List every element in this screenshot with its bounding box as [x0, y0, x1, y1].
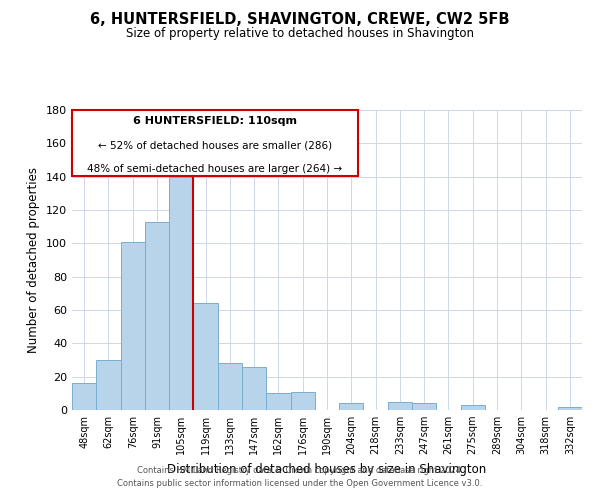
Bar: [388, 402, 412, 410]
Bar: [169, 176, 193, 410]
Bar: [242, 366, 266, 410]
Text: ← 52% of detached houses are smaller (286): ← 52% of detached houses are smaller (28…: [98, 140, 332, 150]
Text: Contains HM Land Registry data © Crown copyright and database right 2024.
Contai: Contains HM Land Registry data © Crown c…: [118, 466, 482, 487]
Bar: [121, 242, 145, 410]
Text: 6 HUNTERSFIELD: 110sqm: 6 HUNTERSFIELD: 110sqm: [133, 116, 297, 126]
Bar: [461, 405, 485, 410]
Bar: [290, 392, 315, 410]
Bar: [193, 304, 218, 410]
X-axis label: Distribution of detached houses by size in Shavington: Distribution of detached houses by size …: [167, 462, 487, 475]
Text: Size of property relative to detached houses in Shavington: Size of property relative to detached ho…: [126, 28, 474, 40]
Bar: [218, 364, 242, 410]
Bar: [339, 404, 364, 410]
Bar: [96, 360, 121, 410]
Text: 48% of semi-detached houses are larger (264) →: 48% of semi-detached houses are larger (…: [87, 164, 343, 174]
Bar: [145, 222, 169, 410]
Text: 6, HUNTERSFIELD, SHAVINGTON, CREWE, CW2 5FB: 6, HUNTERSFIELD, SHAVINGTON, CREWE, CW2 …: [90, 12, 510, 28]
FancyBboxPatch shape: [72, 110, 358, 176]
Bar: [266, 394, 290, 410]
Y-axis label: Number of detached properties: Number of detached properties: [28, 167, 40, 353]
Bar: [72, 384, 96, 410]
Bar: [412, 404, 436, 410]
Bar: [558, 406, 582, 410]
